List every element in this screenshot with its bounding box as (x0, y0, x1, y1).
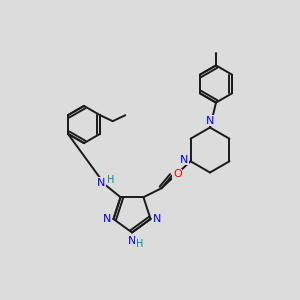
Text: N: N (206, 116, 214, 126)
Text: N: N (103, 214, 111, 224)
Text: N: N (180, 155, 188, 165)
Text: O: O (173, 169, 182, 179)
Text: N: N (128, 236, 136, 246)
Text: N: N (97, 178, 105, 188)
Text: H: H (136, 239, 143, 249)
Text: H: H (107, 175, 115, 185)
Text: N: N (153, 214, 161, 224)
